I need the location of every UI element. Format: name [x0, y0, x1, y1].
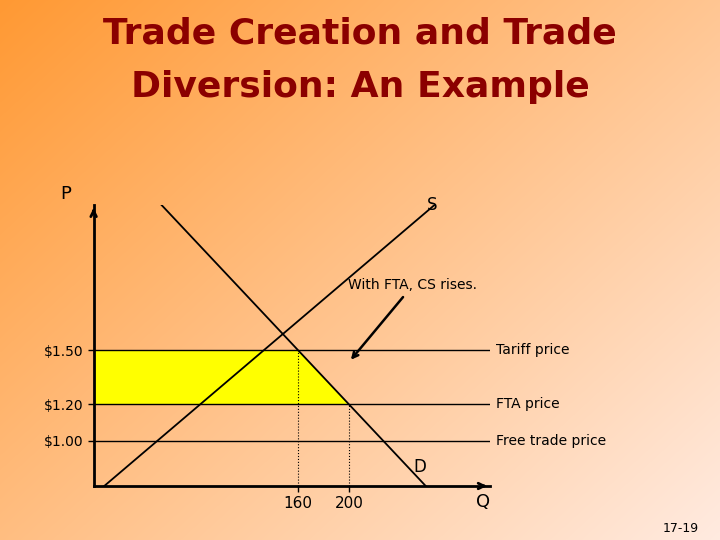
Text: Free trade price: Free trade price: [496, 434, 606, 448]
Text: Diversion: An Example: Diversion: An Example: [130, 70, 590, 104]
Text: P: P: [60, 185, 71, 204]
Text: With FTA, CS rises.: With FTA, CS rises.: [348, 278, 477, 357]
Text: 17-19: 17-19: [662, 522, 698, 535]
Text: Q: Q: [476, 493, 490, 511]
Text: D: D: [413, 458, 426, 476]
Text: S: S: [427, 196, 438, 214]
Text: Tariff price: Tariff price: [496, 343, 570, 357]
Polygon shape: [94, 350, 349, 404]
Text: Trade Creation and Trade: Trade Creation and Trade: [103, 16, 617, 50]
Text: FTA price: FTA price: [496, 397, 559, 411]
